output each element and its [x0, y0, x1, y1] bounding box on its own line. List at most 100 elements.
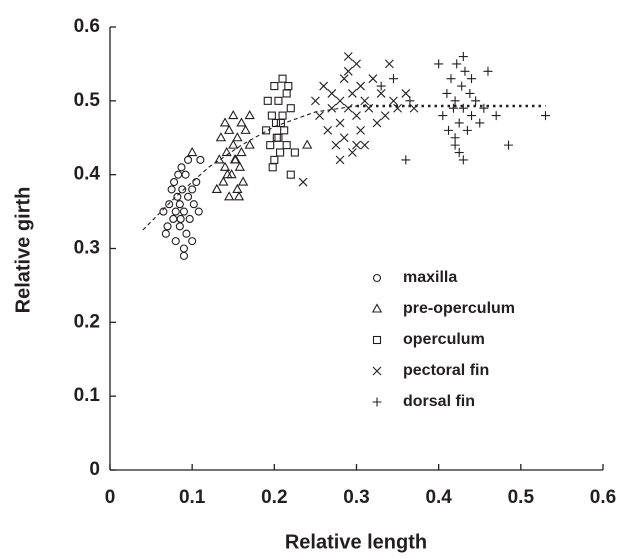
- point: [224, 191, 235, 201]
- point: [446, 74, 456, 84]
- point: [161, 229, 170, 238]
- point: [282, 89, 291, 98]
- point: [189, 200, 198, 209]
- point: [475, 118, 485, 128]
- point: [192, 178, 201, 187]
- point: [290, 148, 299, 157]
- point: [262, 126, 271, 135]
- x-tick-label: 0.1: [179, 487, 206, 508]
- point: [228, 139, 239, 149]
- y-tick-label: 0.2: [74, 311, 100, 332]
- point: [457, 81, 467, 91]
- point: [458, 155, 468, 165]
- point: [360, 140, 370, 150]
- point: [176, 214, 185, 224]
- point: [244, 139, 255, 149]
- point: [465, 88, 475, 98]
- y-tick-label: 0.3: [74, 238, 100, 259]
- point: [284, 82, 293, 91]
- point: [272, 133, 281, 142]
- point: [460, 66, 470, 76]
- point: [244, 109, 255, 120]
- point: [376, 81, 386, 91]
- point: [266, 141, 275, 150]
- point: [174, 170, 183, 179]
- point: [302, 139, 313, 149]
- y-tick-label: 0: [89, 459, 100, 480]
- point: [173, 192, 182, 201]
- point: [182, 229, 191, 238]
- point: [380, 111, 390, 120]
- point: [224, 124, 235, 134]
- point: [232, 132, 243, 142]
- point: [450, 96, 460, 106]
- point: [276, 148, 285, 157]
- point: [179, 207, 188, 216]
- legend: maxilla pre-operculum operculum pectoral fi…: [403, 269, 515, 410]
- point: [335, 155, 345, 165]
- legend-label: maxilla: [403, 269, 457, 286]
- point: [222, 169, 233, 179]
- point: [339, 74, 349, 84]
- point: [393, 103, 402, 113]
- point: [339, 133, 349, 143]
- x-tick-label: 0.2: [261, 487, 287, 508]
- legend-marker: [372, 335, 382, 345]
- point: [188, 185, 197, 194]
- x-tick-label: 0.3: [343, 487, 369, 508]
- point: [163, 222, 172, 231]
- point: [280, 126, 289, 135]
- point: [368, 74, 378, 84]
- point: [221, 146, 232, 157]
- point: [454, 118, 464, 128]
- point: [315, 111, 324, 120]
- point: [450, 133, 460, 143]
- x-tick-label: 0.5: [508, 487, 535, 508]
- point: [479, 103, 489, 113]
- point: [384, 59, 394, 69]
- y-tick-label: 0.4: [74, 164, 101, 185]
- point: [491, 111, 501, 121]
- point: [327, 89, 337, 98]
- point: [234, 161, 245, 171]
- point: [458, 103, 468, 113]
- point: [352, 59, 361, 69]
- point: [179, 251, 188, 260]
- point: [286, 104, 295, 113]
- point: [352, 111, 361, 120]
- point: [211, 183, 222, 193]
- point: [268, 163, 277, 172]
- point: [483, 66, 493, 76]
- point: [263, 96, 272, 105]
- x-tick-label: 0: [105, 487, 116, 508]
- point: [434, 59, 444, 69]
- point: [219, 161, 231, 171]
- point: [458, 52, 468, 62]
- legend-marker: [372, 366, 382, 376]
- legend-marker: [372, 273, 382, 283]
- point: [267, 111, 276, 120]
- point: [196, 155, 205, 164]
- point: [233, 191, 245, 201]
- point: [274, 133, 283, 142]
- point: [376, 89, 386, 98]
- point: [442, 88, 452, 98]
- point: [215, 132, 227, 142]
- point: [356, 125, 365, 135]
- point: [504, 140, 514, 150]
- point: [184, 192, 193, 201]
- legend-label: pectoral fin: [403, 362, 489, 379]
- legend-label: dorsal fin: [403, 393, 475, 410]
- point: [232, 183, 243, 193]
- point: [188, 237, 197, 246]
- point: [348, 148, 357, 157]
- point: [331, 140, 341, 150]
- legend-label: pre-operculum: [403, 300, 515, 317]
- point: [444, 125, 454, 135]
- y-axis-label: Relative girth: [12, 187, 34, 314]
- point: [438, 111, 448, 121]
- point: [319, 81, 329, 91]
- legend-marker: [372, 397, 382, 407]
- point: [401, 89, 411, 98]
